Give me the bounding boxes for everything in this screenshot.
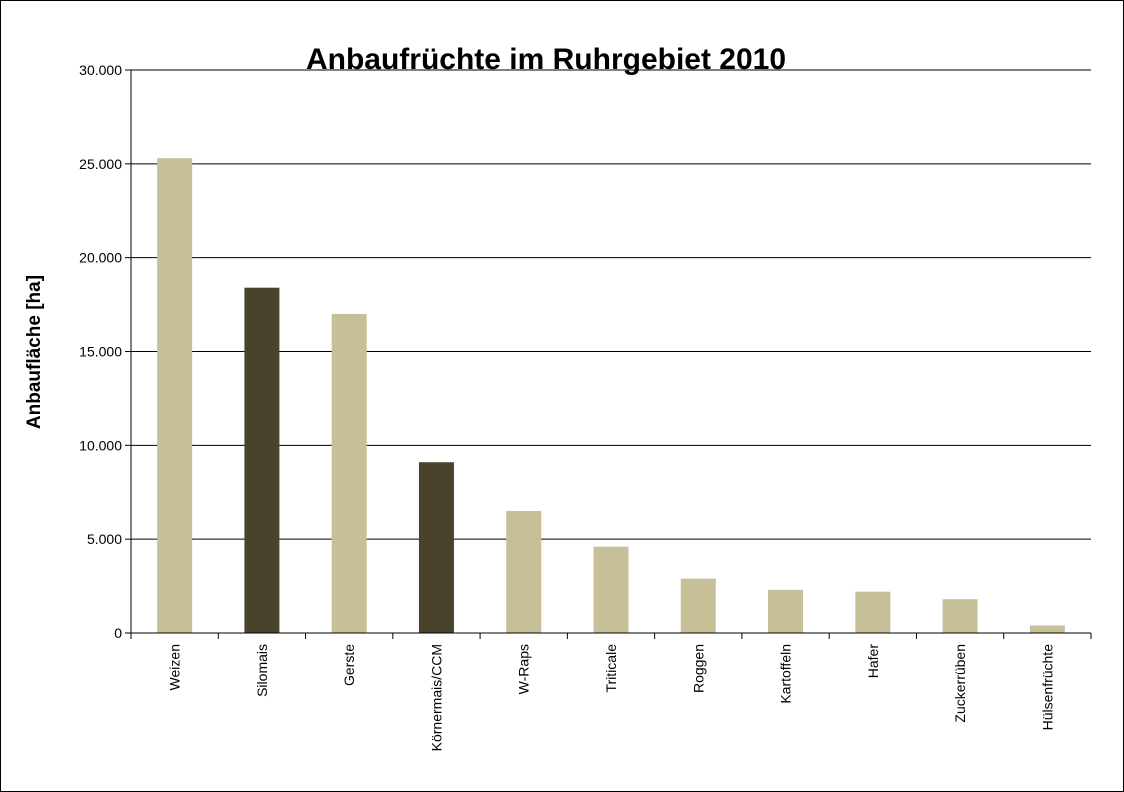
bar — [768, 589, 804, 633]
axes — [130, 70, 1091, 634]
y-tick-label: 5.000 — [87, 531, 122, 547]
x-tick-label: Hafer — [865, 644, 881, 679]
bars — [157, 158, 1065, 633]
bar — [1029, 625, 1065, 633]
bar — [157, 158, 193, 633]
y-tick-label: 15.000 — [79, 344, 122, 360]
x-tick-label: Zuckerrüben — [952, 644, 968, 723]
bar — [418, 462, 454, 633]
y-tick-labels: 0 5.000 10.000 15.000 20.000 25.000 30.000 — [79, 62, 122, 641]
x-tick-label: Gerste — [341, 644, 357, 686]
gridlines — [125, 69, 1092, 639]
bar — [855, 591, 891, 633]
x-tick-label: Körnermais/CCM — [428, 644, 444, 751]
chart-title: Anbaufrüchte im Ruhrgebiet 2010 — [306, 43, 786, 76]
bar — [942, 599, 978, 633]
bar — [331, 313, 367, 633]
x-tick-label: Roggen — [690, 644, 706, 693]
x-tick-label: Hülsenfrüchte — [1039, 644, 1055, 731]
y-tick-label: 0 — [114, 625, 122, 641]
y-tick-label: 10.000 — [79, 437, 122, 453]
x-tick-label: Kartoffeln — [778, 644, 794, 704]
category-labels: Weizen Silomais Gerste Körnermais/CCM W-Raps… — [167, 644, 1056, 752]
y-axis-label: Anbaufläche [ha] — [24, 275, 45, 429]
y-tick-label: 25.000 — [79, 156, 122, 172]
x-tick-label: Weizen — [167, 644, 183, 690]
bar — [680, 578, 716, 633]
bar — [593, 546, 629, 633]
x-tick-label: Silomais — [254, 644, 270, 697]
x-tick-label: Triticale — [603, 644, 619, 693]
y-tick-label: 30.000 — [79, 62, 122, 78]
x-tick-label: W-Raps — [516, 644, 532, 694]
bar — [506, 511, 542, 633]
bar — [244, 287, 280, 633]
y-tick-label: 20.000 — [79, 250, 122, 266]
